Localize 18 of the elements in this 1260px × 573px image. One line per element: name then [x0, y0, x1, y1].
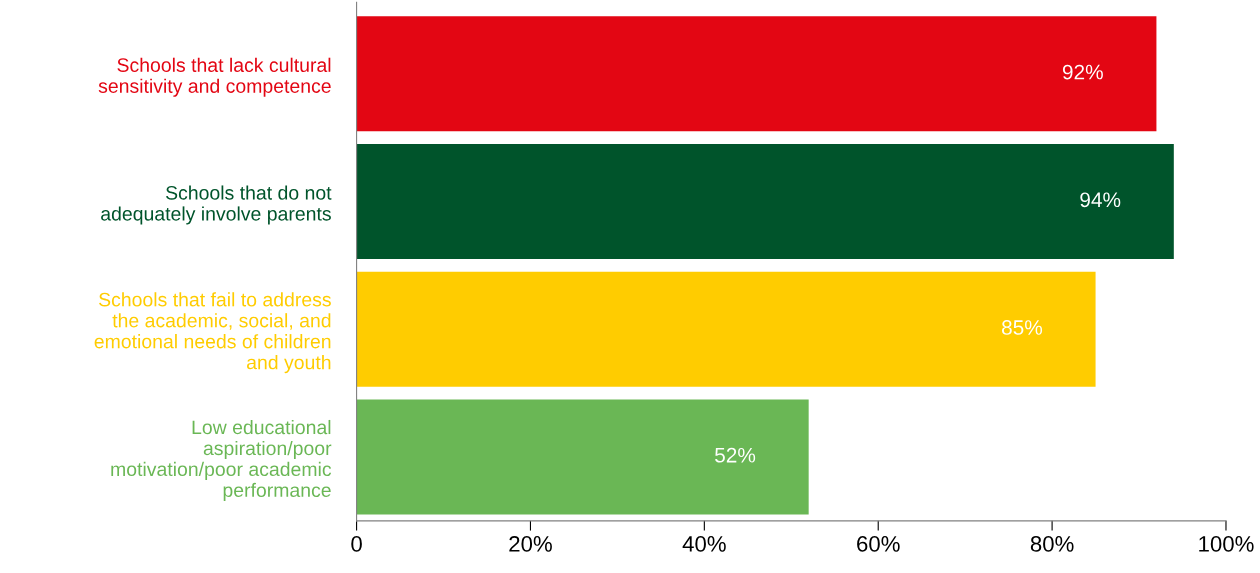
y-tick-label: Low educational aspiration/poor motivation/poor academic performance: [111, 419, 332, 501]
bar: [356, 144, 1174, 260]
data-label: 92%: [1062, 64, 1103, 80]
x-tick-label: 20%: [509, 536, 552, 552]
y-tick-label: Schools that do not adequately involve parents: [101, 185, 332, 225]
data-label: 85%: [1002, 320, 1043, 335]
y-tick-label: Schools that lack cultural sensitivity and competence: [98, 57, 331, 97]
x-tick-label: 60%: [857, 536, 900, 552]
x-tick-label: 100%: [1199, 536, 1254, 552]
y-tick-label: Schools that fail to address the academic, social, and emotional needs of children and youth: [94, 292, 331, 374]
bar: [356, 271, 1096, 387]
x-tick-label: 0: [351, 536, 362, 552]
bar: [356, 16, 1157, 132]
bar: [356, 399, 809, 515]
data-label: 52%: [715, 447, 756, 463]
x-tick-label: 40%: [682, 536, 726, 552]
x-tick-label: 80%: [1030, 536, 1074, 552]
data-label: 94%: [1080, 192, 1121, 208]
